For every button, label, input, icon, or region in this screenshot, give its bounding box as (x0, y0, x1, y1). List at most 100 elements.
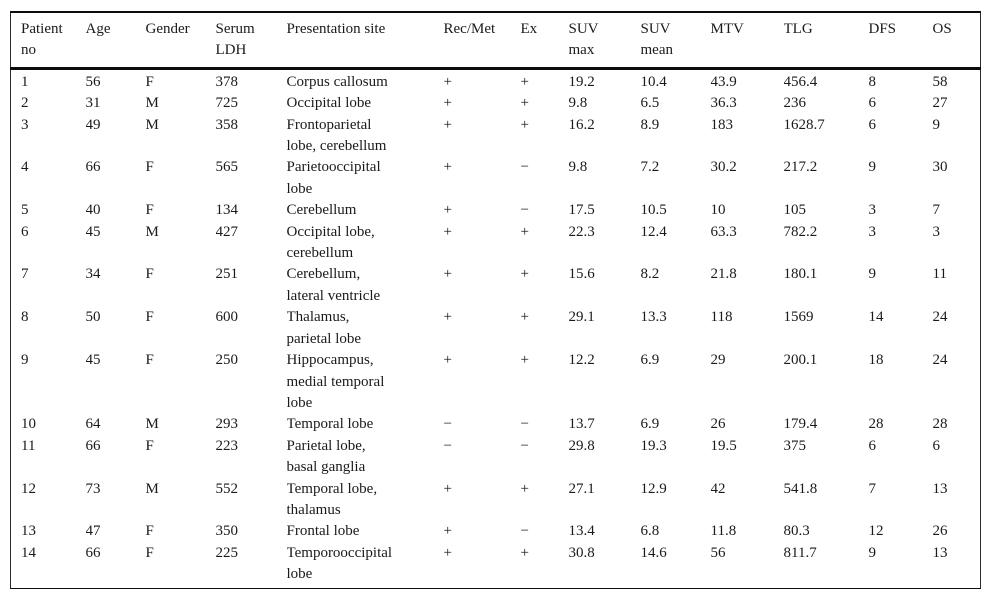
cell-tlg: 217.2 (783, 159, 818, 176)
cell-age: 40 (85, 202, 101, 219)
cell-suv_max: 30.8 (568, 544, 595, 561)
cell-tlg: 1628.7 (783, 116, 825, 133)
table-row: 7 34 F 251 Cerebellum, lateral ventricle + +15… (11, 264, 981, 307)
cell-suv_max: 17.5 (568, 202, 595, 219)
cell-serum_ldh: 350 (215, 523, 239, 540)
cell-patient_no: 10 (21, 416, 36, 433)
cell-presentation_site: Occipital lobe (286, 95, 372, 112)
cell-dfs: 28 (868, 416, 884, 433)
cell-suv_mean: 13.3 (640, 309, 667, 326)
cell-tlg: 811.7 (783, 544, 817, 561)
cell-mtv: 10 (710, 202, 726, 219)
cell-dfs: 6 (868, 437, 877, 454)
cell-gender: F (145, 544, 154, 561)
cell-presentation_site: Parietooccipital lobe (286, 159, 381, 197)
cell-presentation_site: Frontal lobe (286, 523, 360, 540)
table-row: 3 49 M 358 Frontoparietal lobe, cerebellum + +… (11, 115, 981, 158)
cell-suv_mean: 6.9 (640, 416, 660, 433)
cell-ex: + (520, 95, 529, 112)
cell-age: 66 (85, 159, 101, 176)
table-row: 6 45 M 427 Occipital lobe, cerebellum + +22.3 1… (11, 222, 981, 265)
cell-presentation_site: Temporal lobe, thalamus (286, 480, 378, 518)
cell-suv_max: 19.2 (568, 73, 595, 90)
cell-rec_met: − (443, 437, 452, 454)
cell-mtv: 56 (710, 544, 726, 561)
cell-gender: F (145, 266, 154, 283)
cell-serum_ldh: 725 (215, 95, 239, 112)
cell-ex: − (520, 437, 529, 454)
cell-rec_met: + (443, 95, 452, 112)
column-header-gender: Gender (145, 12, 216, 70)
cell-patient_no: 7 (21, 266, 29, 283)
cell-age: 66 (85, 544, 101, 561)
cell-os: 11 (932, 266, 947, 283)
cell-dfs: 9 (868, 544, 877, 561)
cell-suv_max: 15.6 (568, 266, 595, 283)
cell-patient_no: 3 (21, 116, 29, 133)
cell-rec_met: + (443, 480, 452, 497)
cell-os: 13 (932, 544, 948, 561)
cell-presentation_site: Temporal lobe (286, 416, 374, 433)
cell-patient_no: 14 (21, 544, 36, 561)
table-row: 9 45 F 250 Hippocampus, medial temporal lobe… (11, 350, 981, 414)
cell-age: 47 (85, 523, 101, 540)
table-row: 4 66 F 565 Parietooccipital lobe + − 9.8 7.2 30.2… (11, 157, 981, 200)
cell-dfs: 9 (868, 266, 877, 283)
cell-suv_max: 22.3 (568, 223, 595, 240)
table-row: 5 40 F 134 Cerebellum + − 17.5 10.5 10 105 3 7 (11, 200, 981, 221)
cell-rec_met: + (443, 544, 452, 561)
cell-age: 64 (85, 416, 101, 433)
cell-suv_max: 27.1 (568, 480, 595, 497)
cell-mtv: 42 (710, 480, 726, 497)
cell-mtv: 19.5 (710, 437, 737, 454)
cell-rec_met: + (443, 223, 452, 240)
cell-tlg: 1569 (783, 309, 814, 326)
cell-patient_no: 9 (21, 352, 29, 369)
cell-tlg: 782.2 (783, 223, 818, 240)
cell-os: 3 (932, 223, 941, 240)
cell-mtv: 63.3 (710, 223, 737, 240)
table-row: 8 50 F 600 Thalamus, parietal lobe + +29.1 13.3… (11, 307, 981, 350)
cell-patient_no: 8 (21, 309, 29, 326)
cell-suv_mean: 6.5 (640, 95, 660, 112)
cell-os: 24 (932, 352, 948, 369)
column-header-suv-mean: SUV mean (640, 12, 711, 70)
cell-os: 7 (932, 202, 941, 219)
cell-suv_max: 9.8 (568, 95, 588, 112)
column-header-mtv: MTV (710, 12, 784, 70)
cell-age: 45 (85, 223, 101, 240)
cell-suv_max: 12.2 (568, 352, 595, 369)
cell-dfs: 6 (868, 95, 877, 112)
cell-presentation_site: Temporooccipital lobe (286, 544, 393, 583)
cell-serum_ldh: 565 (215, 159, 239, 176)
table-row: 10 64 M 293 Temporal lobe − − 13.7 6.9 26 179.4 28 2… (11, 414, 981, 435)
cell-age: 56 (85, 73, 101, 90)
cell-age: 31 (85, 95, 101, 112)
column-header-os: OS (932, 12, 981, 70)
cell-gender: F (145, 523, 154, 540)
cell-tlg: 180.1 (783, 266, 818, 283)
cell-dfs: 12 (868, 523, 884, 540)
cell-gender: M (145, 223, 159, 240)
cell-tlg: 456.4 (783, 73, 818, 90)
cell-mtv: 36.3 (710, 95, 737, 112)
cell-presentation_site: Cerebellum, lateral ventricle (286, 266, 381, 304)
column-header-patient-no: Patient no (10, 12, 86, 70)
cell-rec_met: + (443, 73, 452, 90)
cell-presentation_site: Hippocampus, medial temporal lobe (286, 352, 385, 411)
cell-patient_no: 13 (21, 523, 36, 540)
cell-os: 28 (932, 416, 948, 433)
cell-suv_mean: 6.8 (640, 523, 660, 540)
table-row: 11 66 F 223 Parietal lobe, basal ganglia − −29… (11, 436, 981, 479)
column-header-tlg: TLG (783, 12, 869, 70)
cell-suv_max: 16.2 (568, 116, 595, 133)
cell-serum_ldh: 293 (215, 416, 239, 433)
cell-patient_no: 11 (21, 437, 36, 454)
column-header-ex: Ex (520, 12, 569, 70)
cell-tlg: 375 (783, 437, 807, 454)
cell-mtv: 26 (710, 416, 726, 433)
cell-ex: + (520, 480, 529, 497)
cell-rec_met: + (443, 309, 452, 326)
cell-dfs: 3 (868, 202, 877, 219)
cell-ex: + (520, 73, 529, 90)
